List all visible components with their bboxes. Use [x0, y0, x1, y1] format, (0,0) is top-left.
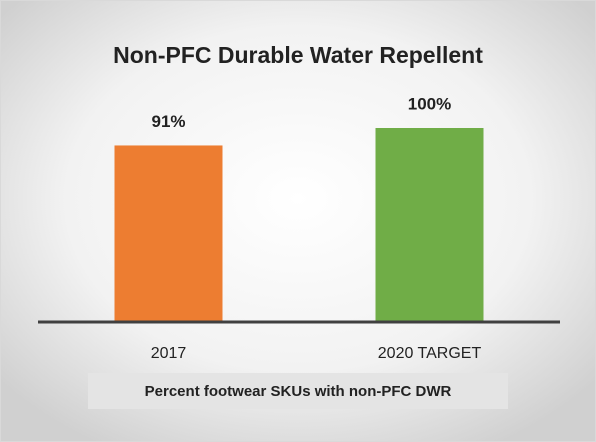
value-label: 100%	[408, 94, 451, 113]
bar	[114, 145, 223, 322]
x-axis-label: Percent footwear SKUs with non-PFC DWR	[145, 383, 452, 400]
x-tick-label: 2017	[151, 345, 187, 362]
bar	[375, 128, 484, 322]
chart-title: Non-PFC Durable Water Repellent	[113, 42, 483, 68]
x-tick-label: 2020 TARGET	[378, 345, 482, 362]
value-label: 91%	[151, 112, 185, 131]
label-box	[88, 373, 508, 409]
